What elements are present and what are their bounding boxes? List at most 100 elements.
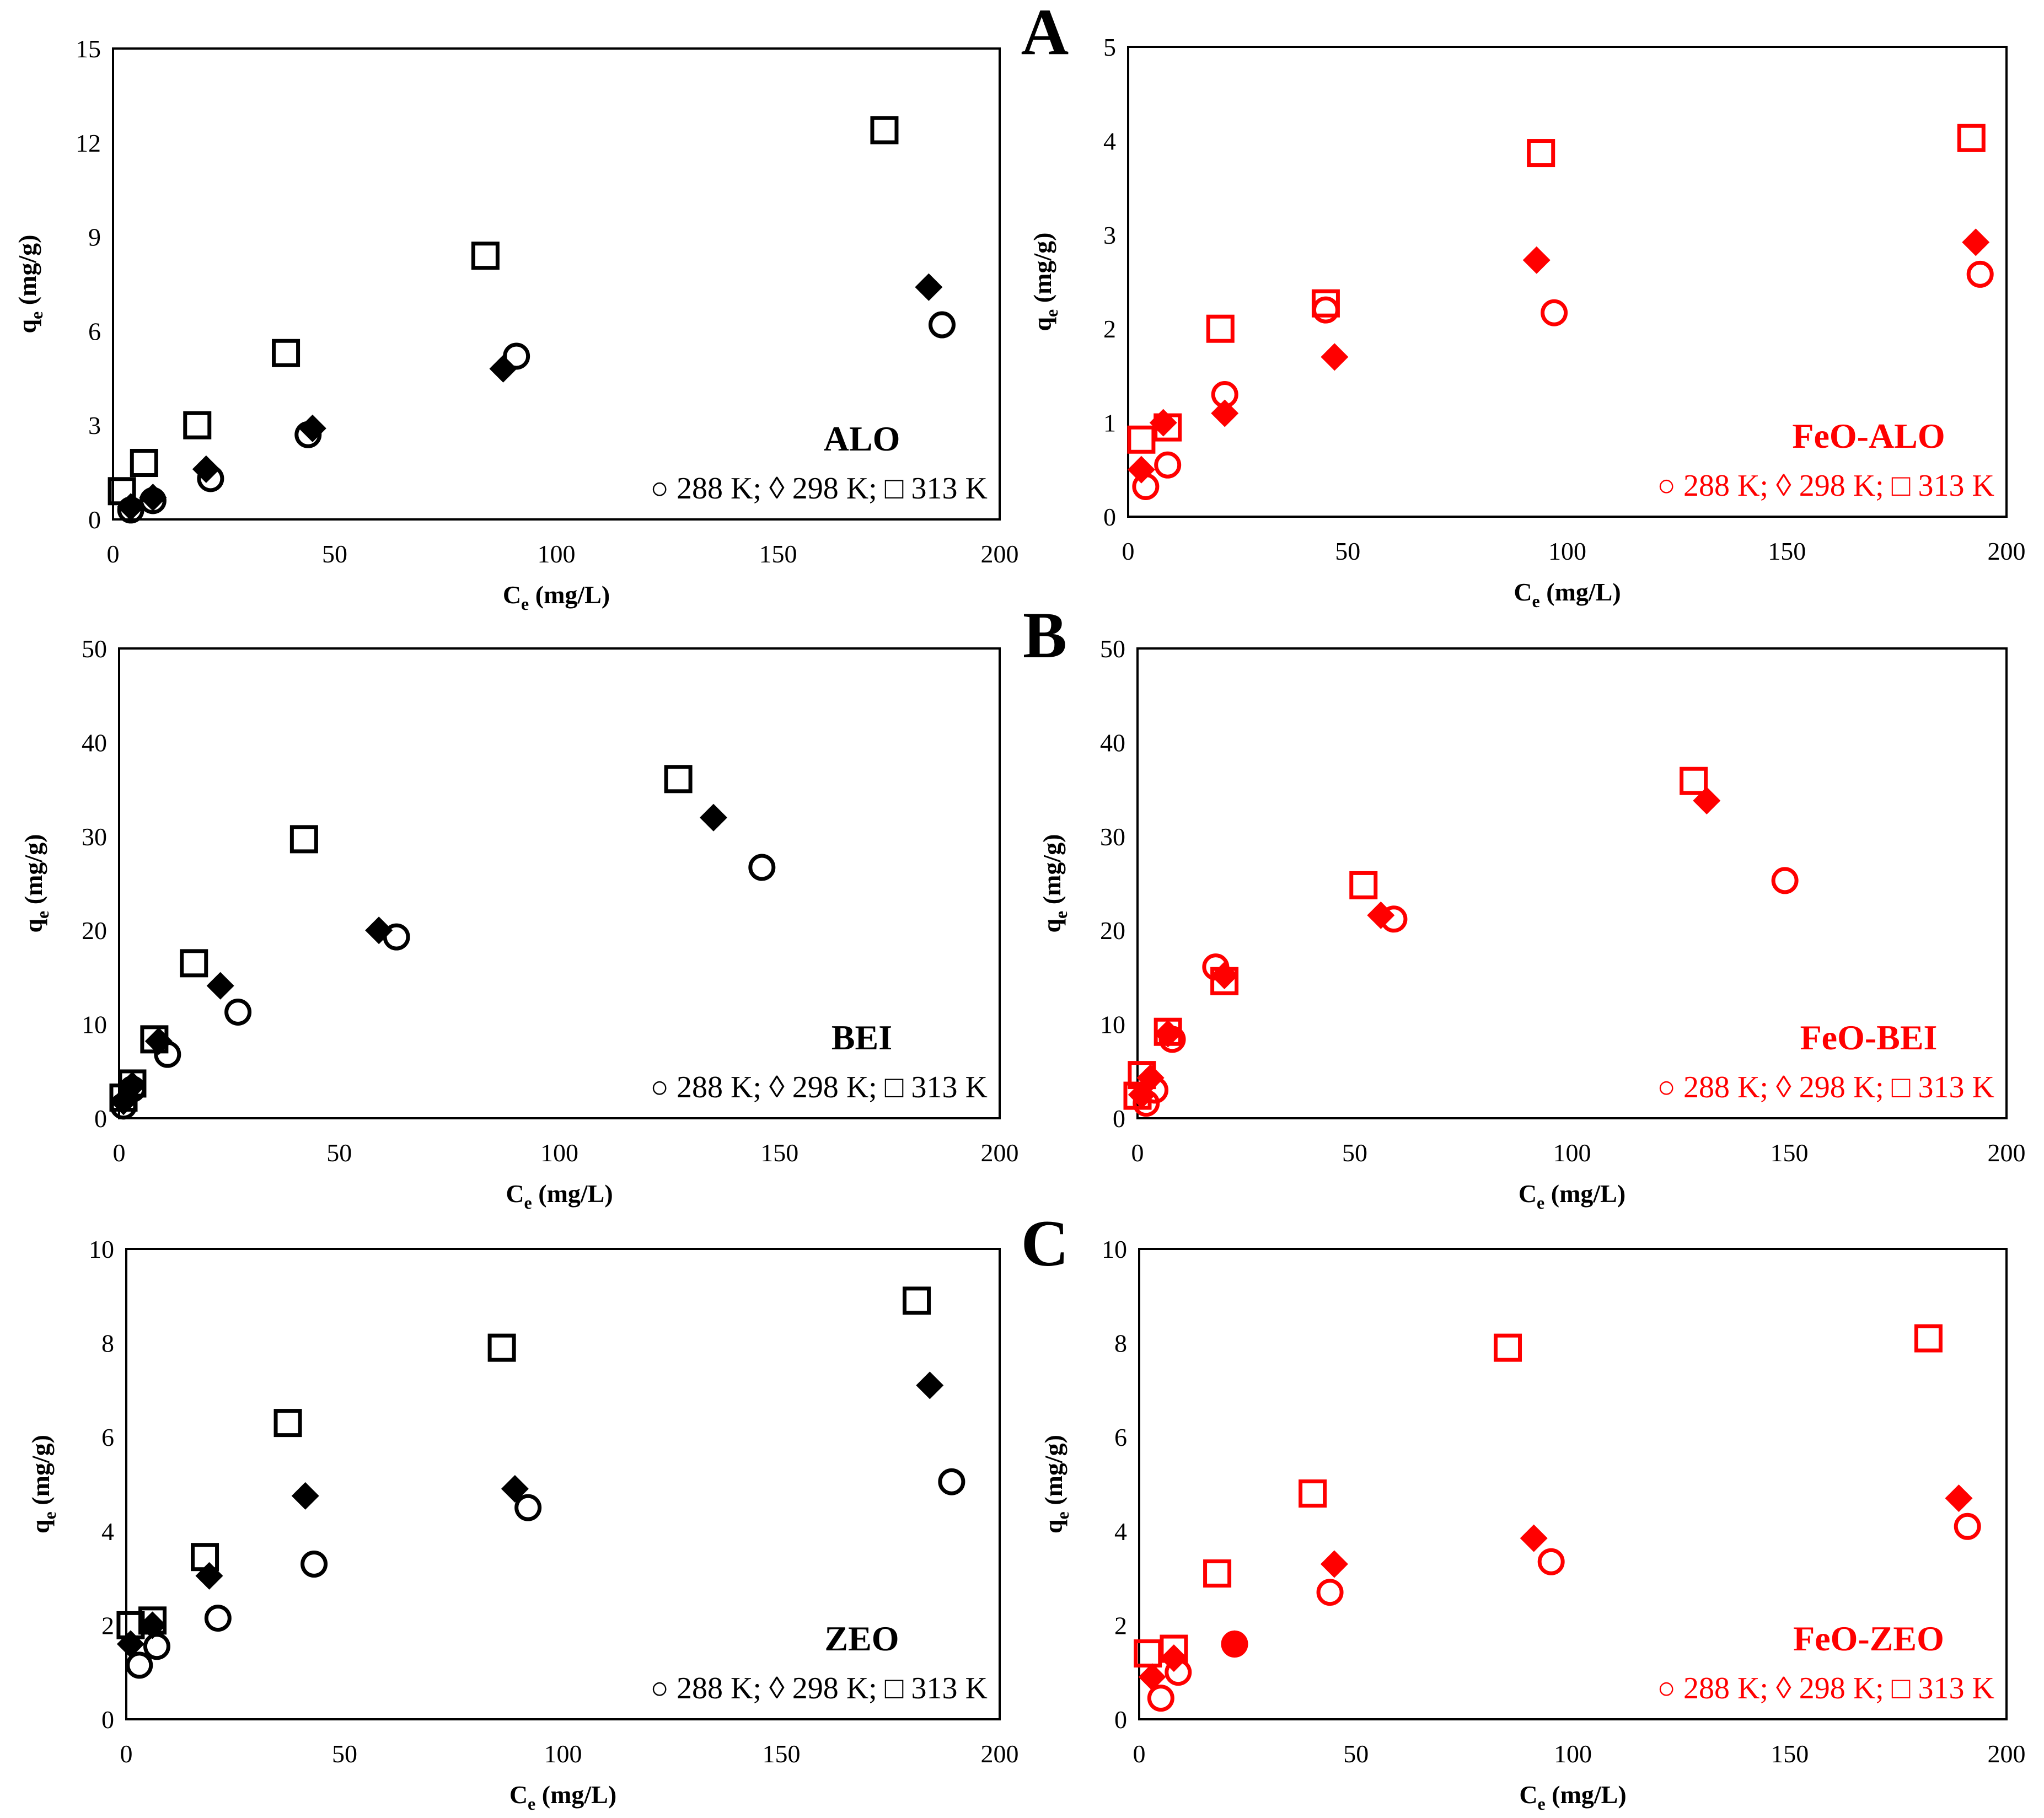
y-tick-label: 0 — [101, 1706, 114, 1734]
data-point-circle — [938, 1468, 965, 1495]
data-point-diamond — [298, 414, 326, 442]
x-tick-label: 0 — [1131, 1139, 1144, 1167]
panel-name: ZEO — [824, 1619, 899, 1658]
y-axis-label-unit: (mg/g) — [19, 834, 47, 910]
data-point-circle — [928, 311, 956, 339]
data-point-diamond — [1520, 1524, 1548, 1552]
data-point-circle — [1154, 451, 1182, 479]
x-tick-label: 50 — [322, 540, 347, 568]
data-point-square — [289, 825, 318, 854]
series-288-k — [1147, 1513, 1981, 1712]
y-tick-label: 0 — [1114, 1706, 1127, 1734]
x-tick-label: 100 — [1554, 1740, 1592, 1768]
x-axis-label-unit: (mg/L) — [529, 581, 610, 609]
x-axis-label-sub: e — [521, 594, 529, 614]
data-point-diamond — [916, 1371, 944, 1399]
row-letter-c: C — [1021, 1206, 1069, 1280]
data-point-square — [1127, 425, 1156, 454]
x-tick-label: 200 — [981, 1139, 1019, 1167]
x-tick-label: 150 — [763, 1740, 801, 1768]
x-axis-label-sub: e — [1532, 591, 1540, 611]
data-point-square — [1154, 1017, 1182, 1046]
data-point-diamond — [1522, 246, 1551, 274]
data-point-square — [1123, 1081, 1152, 1110]
data-point-square — [1206, 314, 1235, 343]
y-tick-label: 10 — [82, 1011, 107, 1039]
data-point-circle — [126, 1651, 153, 1679]
y-tick-label: 9 — [88, 223, 101, 251]
data-point-diamond — [192, 455, 220, 483]
data-point-diamond — [1211, 399, 1239, 427]
data-point-square — [471, 242, 500, 270]
x-axis-label-main: C — [503, 581, 521, 609]
panel-name: FeO-ALO — [1792, 416, 1945, 455]
data-point-diamond — [206, 972, 234, 1000]
panel-name: FeO-ZEO — [1793, 1619, 1944, 1658]
x-axis-label: Ce (mg/L) — [1519, 1781, 1626, 1814]
y-tick-label: 12 — [76, 129, 101, 157]
x-axis-label-sub: e — [1538, 1794, 1546, 1814]
data-point-square — [870, 116, 899, 144]
data-point-circle — [1316, 1579, 1344, 1606]
plot-frame — [1136, 647, 2008, 1119]
data-point-square — [1957, 124, 1986, 152]
data-point-circle — [503, 342, 530, 370]
y-tick-label: 4 — [1103, 127, 1116, 155]
data-point-diamond — [699, 803, 727, 832]
legend: ○ 288 K; ◊ 298 K; □ 313 K — [1657, 1070, 1994, 1104]
y-axis-label-main: q — [13, 319, 41, 334]
x-tick-label: 200 — [981, 1740, 1019, 1768]
data-point-circle — [1771, 867, 1799, 894]
y-axis-label: qe (mg/g) — [1038, 834, 1071, 932]
x-tick-label: 50 — [326, 1139, 352, 1167]
y-axis-label-main: q — [1039, 1519, 1067, 1533]
legend: ○ 288 K; ◊ 298 K; □ 313 K — [650, 1070, 988, 1104]
y-axis-label: qe (mg/g) — [26, 1435, 60, 1533]
data-point-square — [108, 477, 136, 506]
plot-frame — [112, 47, 1001, 521]
y-tick-label: 0 — [94, 1104, 107, 1133]
x-tick-label: 0 — [1133, 1740, 1146, 1768]
y-tick-label: 4 — [101, 1517, 114, 1546]
x-tick-label: 50 — [332, 1740, 357, 1768]
y-axis-label: qe (mg/g) — [19, 834, 52, 932]
data-point-circle — [301, 1551, 328, 1578]
y-axis-label: qe (mg/g) — [13, 234, 46, 333]
data-point-circle — [1541, 299, 1568, 326]
data-point-diamond — [1138, 1663, 1166, 1691]
y-tick-label: 8 — [1114, 1329, 1127, 1358]
data-point-square — [1299, 1479, 1327, 1508]
plot-frame — [1127, 46, 2008, 518]
x-tick-label: 0 — [120, 1740, 133, 1768]
y-tick-label: 20 — [82, 916, 107, 945]
y-tick-label: 50 — [1100, 635, 1125, 663]
y-tick-label: 0 — [1113, 1104, 1125, 1133]
y-axis-label-unit: (mg/g) — [1038, 834, 1066, 910]
data-point-diamond — [1160, 1644, 1188, 1672]
x-tick-label: 50 — [1343, 1740, 1369, 1768]
y-tick-label: 15 — [76, 35, 101, 63]
y-axis-label-sub: e — [33, 911, 52, 919]
x-tick-label: 150 — [1771, 1740, 1809, 1768]
x-tick-label: 200 — [1988, 537, 2026, 565]
x-tick-label: 150 — [1771, 1139, 1809, 1167]
data-point-square — [138, 1606, 167, 1635]
data-point-square — [1494, 1333, 1522, 1362]
data-point-square — [180, 949, 208, 978]
data-point-diamond — [1221, 1630, 1249, 1658]
data-point-square — [1680, 766, 1708, 795]
x-axis-label-main: C — [1514, 578, 1532, 606]
series-313-k — [1123, 766, 1708, 1110]
series-313-k — [116, 1286, 931, 1639]
data-point-circle — [224, 998, 252, 1026]
x-axis-label: Ce (mg/L) — [1514, 578, 1621, 611]
x-axis-label-main: C — [506, 1179, 524, 1208]
x-axis-label-sub: e — [524, 1193, 532, 1213]
data-point-square — [487, 1333, 516, 1362]
legend: ○ 288 K; ◊ 298 K; □ 313 K — [1657, 1671, 1994, 1706]
y-axis-label-main: q — [1038, 919, 1066, 933]
y-tick-label: 4 — [1114, 1517, 1127, 1546]
